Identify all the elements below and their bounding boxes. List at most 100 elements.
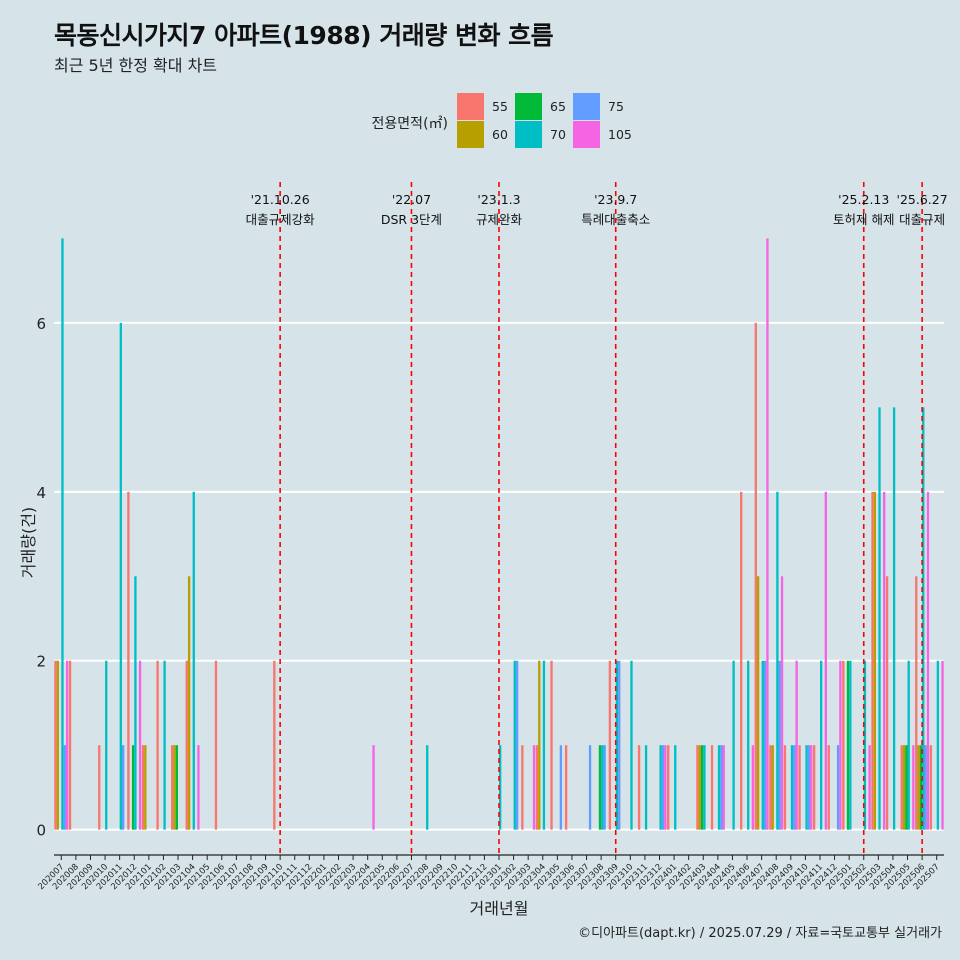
bar-55-202503 bbox=[871, 491, 874, 830]
bar-75-202410 bbox=[807, 745, 811, 830]
bar-70-202504 bbox=[892, 407, 896, 830]
annotation-label: 특례대출축소 bbox=[581, 212, 650, 227]
bar-60-202103 bbox=[173, 745, 176, 830]
bar-105-202408 bbox=[780, 576, 784, 830]
bar-55-202306 bbox=[564, 745, 568, 830]
bar-55-202411 bbox=[812, 745, 816, 830]
annotation-date: '23.1.3 bbox=[477, 192, 520, 207]
bar-70-202007 bbox=[61, 238, 64, 830]
legend-label-65: 65 bbox=[550, 99, 566, 114]
event-annotations: '21.10.26 대출규제강화 '22.07 DSR 3단계 '23.1.3 규제완화 '… bbox=[246, 182, 948, 855]
bar-70-202309 bbox=[615, 660, 619, 830]
bar-65-202506 bbox=[919, 745, 923, 830]
bar-105-202411 bbox=[824, 491, 827, 830]
legend-swatch-55 bbox=[457, 93, 484, 120]
bar-65-202012 bbox=[131, 745, 135, 830]
bar-60-202408 bbox=[771, 745, 774, 830]
legend-label-105: 105 bbox=[608, 127, 632, 142]
bar-70-202503 bbox=[878, 407, 881, 830]
annotation-date: '25.6.27 bbox=[897, 192, 948, 207]
bar-60-202403 bbox=[698, 745, 701, 830]
bar-55-202407 bbox=[754, 322, 757, 830]
legend: 전용면적(㎡) 55 60 65 70 75 105 bbox=[372, 93, 632, 148]
bar-70-202408 bbox=[776, 491, 779, 830]
source-caption: ©디아파트(dapt.kr) / 2025.07.29 / 자료=국토교통부 실… bbox=[578, 926, 942, 941]
bar-55-202501 bbox=[842, 660, 845, 830]
bar-70-202302 bbox=[513, 660, 516, 830]
annotation-date: '22.07 bbox=[392, 192, 431, 207]
bar-105-202104 bbox=[197, 745, 200, 830]
bar-75-202308 bbox=[603, 745, 606, 830]
bar-70-202403 bbox=[703, 745, 706, 830]
bar-70-202104 bbox=[192, 491, 195, 830]
bar-55-202012 bbox=[127, 491, 130, 830]
bar-60-202101 bbox=[144, 745, 147, 830]
bars bbox=[54, 238, 944, 830]
bar-55-202406 bbox=[740, 491, 743, 830]
bar-70-202409 bbox=[790, 745, 794, 830]
bar-70-202401 bbox=[674, 745, 677, 830]
bar-55-202507 bbox=[929, 745, 933, 830]
bar-70-202505 bbox=[907, 660, 910, 830]
bar-75-202309 bbox=[618, 660, 621, 830]
bar-55-202505 bbox=[900, 745, 903, 830]
bar-60-202007 bbox=[56, 660, 59, 830]
x-axis-title: 거래년월 bbox=[470, 899, 529, 918]
bar-55-202403 bbox=[696, 745, 699, 830]
bar-70-202407 bbox=[761, 660, 764, 830]
legend-label-55: 55 bbox=[492, 99, 508, 114]
bar-70-202507 bbox=[936, 660, 940, 830]
bar-60-202304 bbox=[538, 660, 541, 830]
bar-105-202507 bbox=[941, 660, 944, 830]
bar-60-202503 bbox=[873, 491, 877, 830]
y-tick-label: 4 bbox=[36, 484, 46, 502]
bar-70-202506 bbox=[922, 407, 925, 830]
bar-105-202503 bbox=[883, 491, 886, 830]
bar-70-202012 bbox=[134, 576, 137, 830]
bar-55-202103 bbox=[171, 745, 174, 830]
bar-65-202103 bbox=[175, 745, 179, 830]
bar-105-202506 bbox=[926, 491, 930, 830]
bar-75-202305 bbox=[559, 745, 563, 830]
bar-70-202410 bbox=[805, 745, 808, 830]
bar-55-202303 bbox=[521, 745, 524, 830]
bar-55-202102 bbox=[156, 660, 159, 830]
legend-label-70: 70 bbox=[550, 127, 566, 142]
bar-55-202304 bbox=[535, 745, 539, 830]
bar-105-202007 bbox=[65, 660, 69, 830]
bar-70-202411 bbox=[819, 660, 823, 830]
bar-55-202309 bbox=[608, 660, 612, 830]
legend-swatch-75 bbox=[573, 93, 600, 120]
bar-55-202110 bbox=[273, 660, 276, 830]
bar-105-202505 bbox=[912, 745, 915, 830]
bar-105-202406 bbox=[751, 745, 755, 830]
bar-55-202404 bbox=[710, 745, 714, 830]
bar-70-202312 bbox=[659, 745, 662, 830]
page-title: 목동신시가지7 아파트(1988) 거래량 변화 흐름 bbox=[54, 21, 554, 50]
y-tick-label: 6 bbox=[36, 315, 46, 333]
legend-swatch-70 bbox=[515, 121, 542, 148]
legend-title: 전용면적(㎡) bbox=[372, 116, 448, 132]
y-tick-label: 0 bbox=[36, 822, 46, 840]
bar-70-202311 bbox=[644, 745, 648, 830]
bar-55-202410 bbox=[798, 745, 801, 830]
bar-70-202102 bbox=[163, 660, 166, 830]
bar-55-202007 bbox=[54, 660, 57, 830]
annotation-date: '21.10.26 bbox=[251, 192, 310, 207]
annotation-label: 대출규제 bbox=[899, 212, 945, 227]
bar-55-202104 bbox=[185, 660, 188, 830]
bar-55-202010 bbox=[98, 745, 101, 830]
bar-65-202501 bbox=[846, 660, 850, 830]
bar-75-202506 bbox=[924, 745, 927, 830]
bar-75-202407 bbox=[763, 660, 767, 830]
legend-label-75: 75 bbox=[608, 99, 624, 114]
y-axis-title: 거래량(건) bbox=[19, 507, 38, 578]
bar-105-202407 bbox=[766, 238, 769, 830]
bar-65-202403 bbox=[700, 745, 704, 830]
bar-75-202307 bbox=[588, 745, 592, 830]
bar-60-202506 bbox=[917, 745, 920, 830]
bar-70-202310 bbox=[630, 660, 633, 830]
legend-swatch-105 bbox=[573, 121, 600, 148]
